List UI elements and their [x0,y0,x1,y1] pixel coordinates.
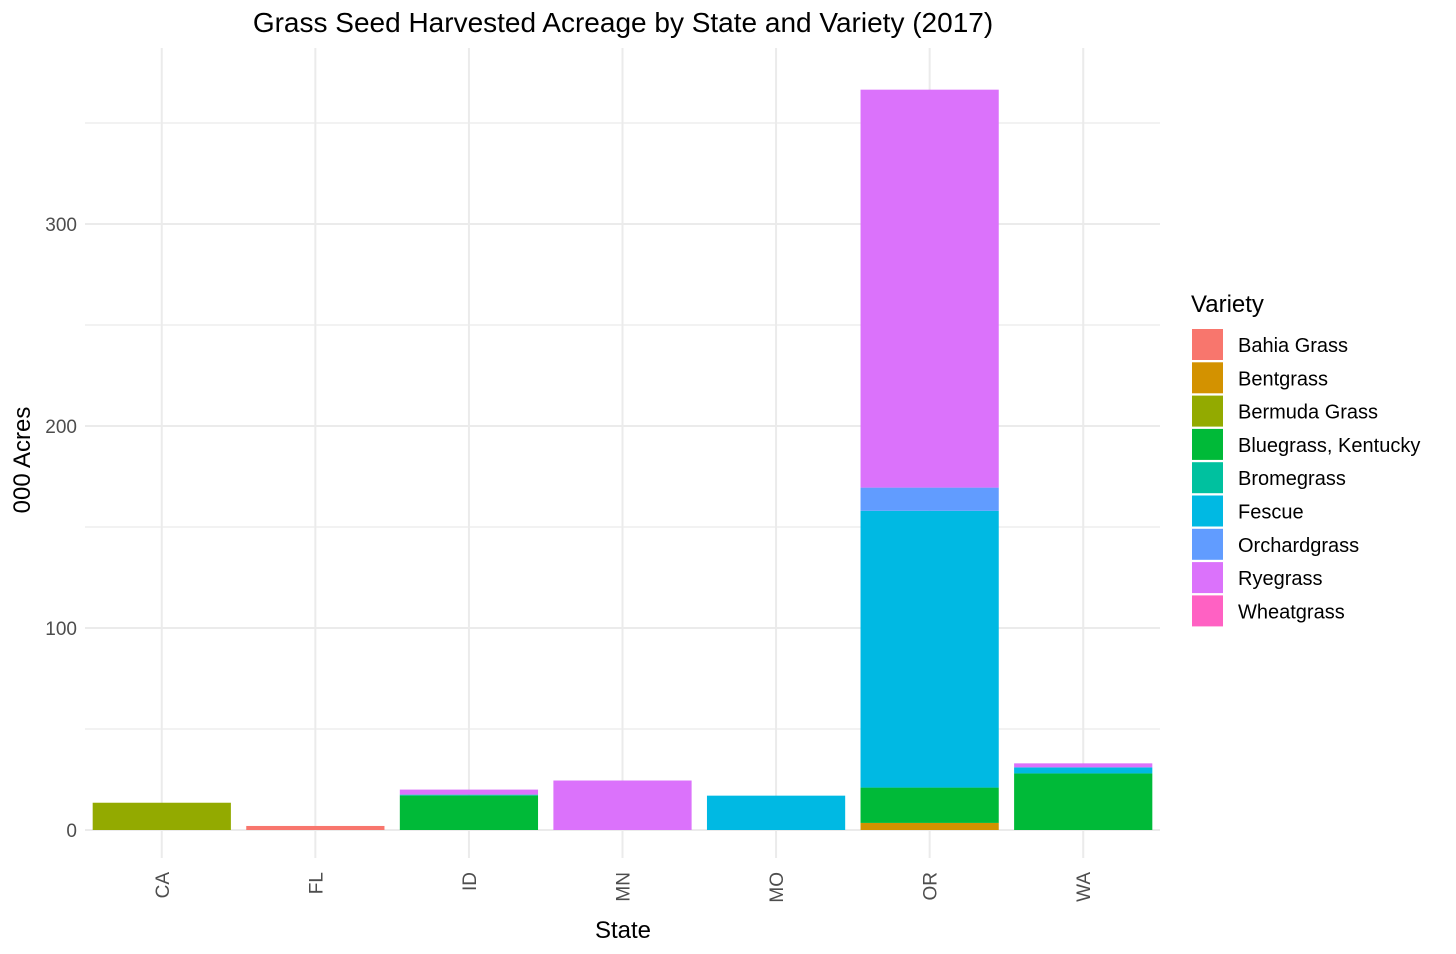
legend: Variety Bahia Grass Bentgrass Bermuda Gras… [1191,291,1420,627]
legend-key [1192,562,1223,594]
legend-label: Bluegrass, Kentucky [1238,435,1420,457]
bar-segment [860,89,999,488]
legend-label: Bahia Grass [1238,335,1348,357]
bar-segment [399,795,539,830]
y-tick-label: 200 [45,417,77,438]
legend-label: Bromegrass [1238,468,1346,490]
bar-segment [1014,763,1153,768]
legend-key [1192,329,1223,360]
bars [92,89,1153,830]
x-tick-label: OR [921,872,942,901]
legend-key [1192,428,1223,460]
bar-segment [246,825,385,830]
bar-segment [1014,767,1153,774]
bar-segment [1014,773,1153,830]
y-tick-label: 100 [45,619,77,640]
x-tick-label: MO [767,872,788,903]
x-tick-label: WA [1074,872,1095,902]
legend-key [1192,462,1223,494]
legend-title: Variety [1191,291,1264,318]
legend-label: Bermuda Grass [1238,402,1378,424]
x-tick-label: CA [153,872,174,899]
bar-segment [553,780,692,830]
bar-segment [860,510,999,788]
legend-label: Orchardgrass [1238,535,1359,557]
legend-label: Fescue [1238,502,1304,524]
bar-segment [860,787,999,823]
y-axis-title: 000 Acres [9,407,36,514]
y-tick-label: 300 [45,215,77,236]
legend-key [1192,395,1223,427]
legend-key [1192,362,1223,394]
chart-title: Grass Seed Harvested Acreage by State an… [253,7,993,38]
legend-key [1192,595,1223,627]
x-tick-label: FL [306,872,327,894]
legend-key [1192,495,1223,527]
bar-segment [399,794,539,796]
bar-segment [92,802,231,830]
y-tick-label: 0 [66,821,77,842]
bar-segment [860,487,999,511]
bar-segment [860,822,999,830]
legend-label: Bentgrass [1238,368,1328,390]
legend-label: Ryegrass [1238,568,1322,590]
x-tick-label: MN [614,872,635,902]
x-tick-label: ID [460,872,481,891]
x-axis-title: State [595,917,651,944]
y-axis-ticks: 0 100 200 300 [45,215,77,842]
bar-segment [399,789,539,795]
bar-segment [706,795,846,830]
x-axis-ticks: CA FL ID MN MO OR WA [153,872,1095,903]
legend-label: Wheatgrass [1238,601,1345,623]
legend-key [1192,528,1223,560]
